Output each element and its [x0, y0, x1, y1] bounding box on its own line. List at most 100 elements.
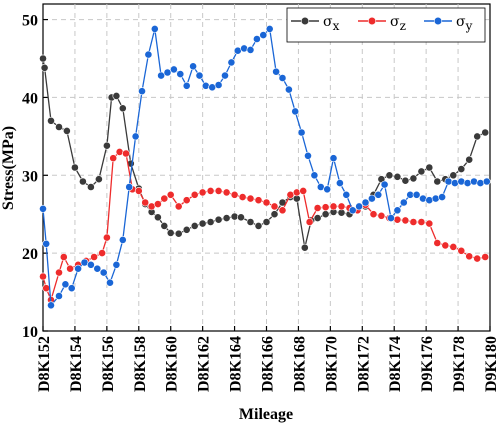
- data-point: [262, 198, 271, 207]
- data-point: [61, 280, 70, 289]
- legend-label-symbol: σ: [323, 14, 333, 30]
- y-tick-label: 10: [22, 324, 38, 341]
- data-point: [367, 194, 376, 203]
- x-axis-title: Mileage: [239, 406, 293, 423]
- data-point: [67, 284, 76, 293]
- data-point: [246, 218, 255, 226]
- data-point: [99, 268, 108, 277]
- data-point: [153, 213, 162, 222]
- data-point: [270, 210, 279, 219]
- data-point: [304, 151, 312, 160]
- data-point: [222, 188, 231, 197]
- data-point: [55, 123, 63, 131]
- data-point: [190, 190, 199, 199]
- x-tick-label: D8K174: [387, 336, 404, 392]
- data-point: [254, 196, 263, 205]
- legend-label: σy: [456, 14, 473, 33]
- data-point: [482, 177, 491, 186]
- data-point: [166, 190, 175, 199]
- data-point: [300, 243, 309, 252]
- data-point: [259, 31, 268, 39]
- data-point: [150, 24, 159, 33]
- data-point: [449, 242, 458, 251]
- data-point: [465, 155, 474, 164]
- legend-item-z: σz: [358, 14, 406, 33]
- data-point: [55, 268, 63, 277]
- data-point: [66, 264, 74, 273]
- legend-item-x: σx: [291, 14, 340, 33]
- data-point: [71, 163, 79, 172]
- x-tick-label: D8K172: [355, 336, 372, 392]
- data-point: [252, 35, 261, 43]
- data-point: [47, 301, 55, 310]
- data-point: [182, 81, 191, 90]
- x-tick-label: D8K154: [68, 336, 85, 392]
- data-point: [39, 272, 47, 281]
- data-point: [160, 194, 169, 203]
- data-point: [337, 202, 346, 211]
- data-point: [157, 71, 165, 80]
- x-tick-label: D8K164: [228, 336, 245, 392]
- data-point: [138, 87, 146, 96]
- x-tick-label: D9K178: [451, 336, 468, 392]
- data-point: [476, 179, 485, 187]
- data-point: [122, 149, 130, 158]
- data-point: [109, 154, 118, 163]
- data-point: [374, 190, 383, 199]
- data-point: [98, 249, 106, 257]
- data-point: [278, 74, 287, 82]
- data-point: [278, 206, 287, 215]
- data-point: [59, 253, 68, 261]
- series-y: [39, 24, 491, 310]
- data-point: [450, 179, 459, 187]
- data-point: [103, 141, 111, 150]
- data-point: [90, 253, 98, 261]
- data-point: [425, 219, 434, 228]
- x-tick-label: D8K170: [323, 336, 340, 392]
- data-point: [182, 196, 191, 205]
- data-point: [198, 219, 207, 228]
- data-point: [272, 67, 280, 76]
- series-layer: [39, 24, 491, 310]
- data-point: [42, 284, 51, 293]
- data-point: [246, 46, 255, 54]
- legend-label-symbol: σ: [390, 14, 400, 30]
- data-point: [246, 194, 255, 203]
- data-point: [313, 214, 322, 222]
- data-point: [166, 228, 175, 237]
- x-tick-label: D8K162: [196, 336, 213, 392]
- data-point: [174, 202, 183, 211]
- data-point: [93, 264, 102, 273]
- legend: σx σz σy: [286, 7, 486, 43]
- legend-swatch-marker: [300, 16, 310, 26]
- data-point: [153, 200, 162, 208]
- data-point: [237, 213, 245, 222]
- data-point: [401, 216, 410, 225]
- data-point: [329, 202, 338, 211]
- data-point: [270, 202, 279, 211]
- data-point: [63, 126, 71, 135]
- data-point: [481, 128, 490, 137]
- data-point: [189, 62, 197, 71]
- y-tick-label: 20: [22, 246, 38, 263]
- data-point: [144, 50, 153, 59]
- legend-label-subscript: y: [465, 19, 473, 33]
- data-point: [265, 24, 274, 33]
- data-point: [87, 183, 95, 191]
- data-point: [465, 252, 474, 261]
- x-tick-label: D8K160: [164, 336, 181, 392]
- y-axis-title: Stress(MPa): [0, 126, 17, 210]
- data-point: [409, 174, 418, 183]
- data-point: [201, 81, 210, 90]
- y-tick-label: 40: [22, 90, 38, 107]
- data-point: [310, 171, 319, 180]
- data-point: [399, 198, 408, 207]
- data-point: [40, 63, 49, 72]
- data-point: [195, 71, 204, 80]
- data-point: [425, 163, 434, 172]
- data-point: [227, 58, 236, 67]
- data-point: [115, 147, 124, 156]
- x-tick-label: D8K166: [260, 336, 277, 392]
- data-point: [163, 68, 172, 77]
- data-point: [355, 202, 363, 211]
